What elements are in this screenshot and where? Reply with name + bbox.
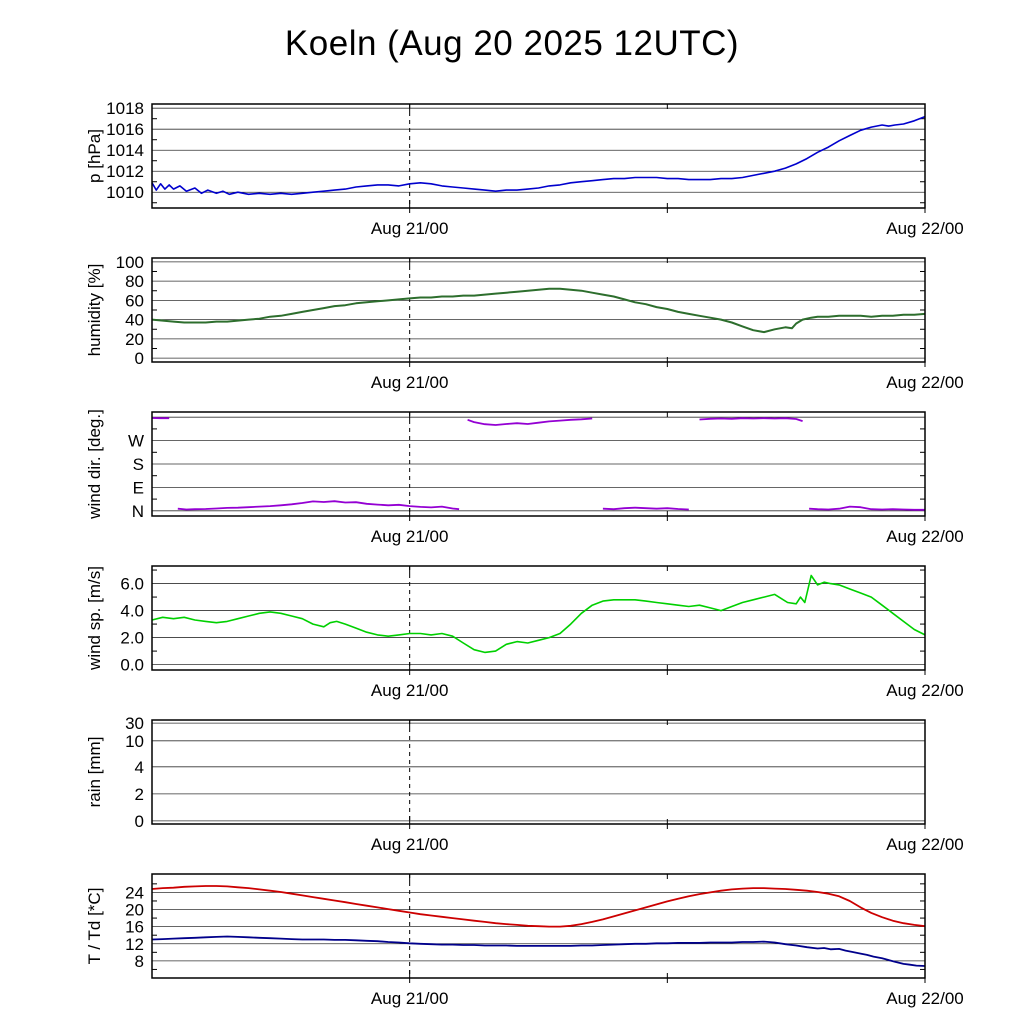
svg-text:4: 4 [135,758,144,777]
svg-text:12: 12 [125,935,144,954]
svg-text:16: 16 [125,918,144,937]
svg-text:0: 0 [135,812,144,831]
svg-text:Aug 21/00: Aug 21/00 [371,219,449,238]
svg-text:Aug 21/00: Aug 21/00 [371,527,449,546]
svg-text:10: 10 [125,732,144,751]
svg-text:E: E [133,478,144,497]
svg-text:2.0: 2.0 [120,629,144,648]
svg-text:Aug 21/00: Aug 21/00 [371,989,449,1008]
svg-text:1010: 1010 [106,183,144,202]
panel-pressure: p [hPa] 1010 1012 1014 1016 1018 Aug 21/00 Aug… [0,100,1024,254]
svg-text:1014: 1014 [106,141,144,160]
svg-text:0: 0 [135,349,144,368]
chart-title: Koeln (Aug 20 2025 12UTC) [284,24,740,63]
wind-speed-plot: 0.0 2.0 4.0 6.0 Aug 21/00 Aug 22/00 [120,565,964,700]
panel-wind-speed: wind sp. [m/s] 0.0 2.0 4.0 6.0 Aug 21/00 Aug … [0,562,1024,716]
panel-wind-direction: wind dir. [deg.] N E S W Aug 21/00 Aug 22/00 [0,408,1024,562]
svg-text:Aug 22/00: Aug 22/00 [886,219,964,238]
svg-text:80: 80 [125,272,144,291]
svg-text:S: S [133,455,144,474]
panel-humidity: humidity [%] 0 20 40 60 80 100 Aug 21/00 Aug 22… [0,254,1024,408]
svg-text:2: 2 [135,785,144,804]
svg-text:1016: 1016 [106,120,144,139]
svg-text:6.0: 6.0 [120,575,144,594]
svg-text:60: 60 [125,291,144,310]
svg-text:30: 30 [125,716,144,733]
svg-text:N: N [132,502,144,521]
svg-text:4.0: 4.0 [120,602,144,621]
svg-text:20: 20 [125,330,144,349]
pressure-plot: 1010 1012 1014 1016 1018 Aug 21/00 Aug 22/00 [106,100,964,238]
panel-temperature-dewpoint: T / Td [*C] 8 12 16 20 24 Aug 21/00 Aug 22/00 [0,870,1024,1024]
svg-text:40: 40 [125,311,144,330]
svg-text:100: 100 [116,254,144,272]
svg-text:Aug 22/00: Aug 22/00 [886,527,964,546]
svg-text:W: W [128,432,144,451]
svg-text:Aug 22/00: Aug 22/00 [886,373,964,392]
svg-text:Aug 22/00: Aug 22/00 [886,835,964,854]
svg-text:Aug 21/00: Aug 21/00 [371,681,449,700]
svg-text:Aug 22/00: Aug 22/00 [886,681,964,700]
panel-rain: rain [mm] 0 2 4 10 30 Aug 21/00 Aug 22/00 [0,716,1024,870]
svg-text:20: 20 [125,901,144,920]
svg-text:24: 24 [125,883,144,902]
svg-text:Aug 21/00: Aug 21/00 [371,835,449,854]
svg-text:Aug 21/00: Aug 21/00 [371,373,449,392]
svg-text:8: 8 [135,952,144,971]
svg-text:1018: 1018 [106,100,144,118]
svg-text:Aug 22/00: Aug 22/00 [886,989,964,1008]
svg-text:0.0: 0.0 [120,656,144,675]
svg-text:1012: 1012 [106,162,144,181]
